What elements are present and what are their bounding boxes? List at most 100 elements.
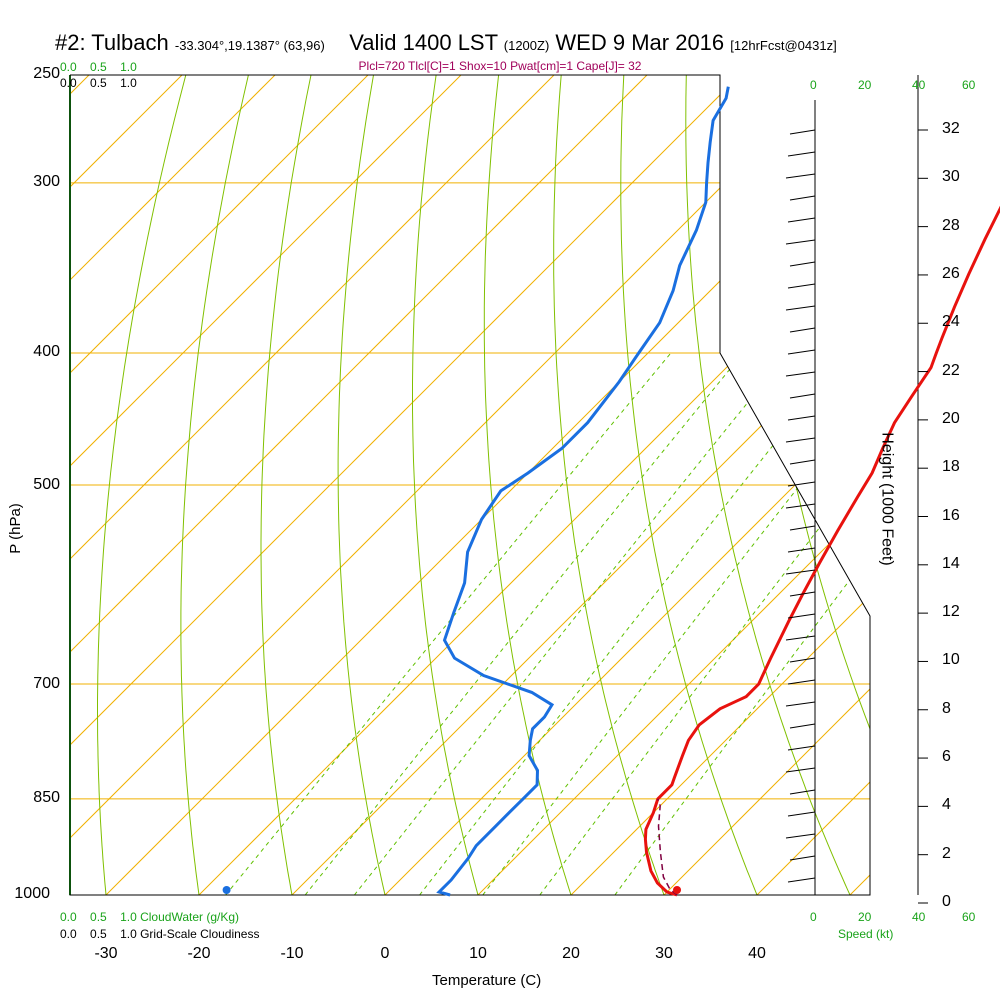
pressure-tick-400: 400 bbox=[33, 343, 60, 360]
wind-barb bbox=[787, 151, 816, 157]
dry-adiabat bbox=[685, 75, 864, 895]
wind-barb bbox=[785, 503, 816, 509]
pressure-tick-250: 250 bbox=[33, 65, 60, 82]
height-tick-label: 26 bbox=[942, 264, 960, 282]
wind-barb bbox=[789, 591, 816, 597]
y-axis-label: P (hPa) bbox=[6, 503, 24, 554]
speed-tick-top-20: 20 bbox=[858, 78, 872, 92]
isotherm-line bbox=[849, 75, 870, 895]
height-tick-label: 12 bbox=[942, 603, 960, 621]
cloudiness-label: Grid-Scale Cloudiness bbox=[140, 927, 260, 941]
isotherm-line bbox=[477, 75, 870, 895]
height-tick-label: 22 bbox=[942, 361, 960, 379]
dry-adiabat bbox=[337, 75, 393, 895]
mixing-ratio-line bbox=[419, 352, 847, 895]
speed-label: Speed (kt) bbox=[838, 927, 894, 941]
cloudiness-scale-top: 0.0 0.5 1.0 bbox=[60, 76, 137, 90]
wind-barb bbox=[789, 525, 816, 531]
wind-barb bbox=[789, 657, 816, 663]
wind-barb bbox=[787, 217, 816, 223]
wind-barb bbox=[787, 679, 816, 685]
x-tick-label: 40 bbox=[748, 945, 766, 962]
pressure-tick-300: 300 bbox=[33, 173, 60, 190]
isotherm-line bbox=[70, 75, 462, 895]
height-tick-label: 24 bbox=[942, 313, 960, 331]
dry-adiabat bbox=[180, 75, 255, 895]
speed-tick-bottom-0: 0 bbox=[810, 910, 817, 924]
wind-barb bbox=[789, 327, 816, 333]
wind-barb bbox=[787, 283, 816, 289]
wind-barb bbox=[789, 789, 816, 795]
dry-adiabat bbox=[748, 75, 870, 895]
cloudwater-label: CloudWater (g/Kg) bbox=[140, 910, 240, 924]
height-tick-label: 8 bbox=[942, 699, 951, 717]
wind-barb bbox=[789, 855, 816, 861]
height-tick-label: 30 bbox=[942, 168, 960, 186]
wind-barb bbox=[789, 129, 816, 135]
wind-barb bbox=[787, 877, 816, 883]
wind-barb bbox=[787, 481, 816, 487]
wind-barb bbox=[785, 305, 816, 311]
wind-barb bbox=[785, 437, 816, 443]
wind-barb bbox=[789, 195, 816, 201]
wind-barb bbox=[789, 723, 816, 729]
isotherm-line bbox=[70, 75, 276, 895]
plot-frame bbox=[69, 74, 871, 896]
speed-tick-bottom-40: 40 bbox=[912, 910, 926, 924]
cloudwater-scale-bottom: 0.0 0.5 1.0 CloudWater (g/Kg) bbox=[60, 910, 240, 924]
mixing-ratio-line bbox=[482, 352, 870, 895]
station-coords: -33.304°,19.1387° (63,96) bbox=[174, 38, 325, 53]
height-tick-label: 18 bbox=[942, 458, 960, 476]
dry-adiabat bbox=[996, 51, 1000, 924]
wind-barb bbox=[785, 173, 816, 179]
dry-adiabat bbox=[620, 75, 770, 895]
wind-barb bbox=[787, 349, 816, 355]
series-dewpoint bbox=[436, 86, 730, 897]
dry-adiabat bbox=[260, 75, 317, 895]
dry-adiabat bbox=[553, 75, 676, 895]
series-temperature bbox=[643, 205, 1000, 897]
speed-tick-top-0: 0 bbox=[810, 78, 817, 92]
wind-barb bbox=[787, 745, 816, 751]
x-tick-label: 10 bbox=[469, 945, 487, 962]
pressure-tick-500: 500 bbox=[33, 476, 60, 493]
x-tick-label: -10 bbox=[280, 945, 304, 962]
x-tick-label: -30 bbox=[94, 945, 118, 962]
height-tick-label: 28 bbox=[942, 216, 960, 234]
chart-title: #2: Tulbach -33.304°,19.1387° (63,96) Va… bbox=[55, 30, 837, 56]
wind-barb bbox=[787, 613, 816, 619]
dry-adiabat bbox=[412, 75, 487, 895]
wind-barb bbox=[785, 635, 816, 641]
isotherm-line bbox=[663, 75, 870, 895]
wind-barb bbox=[789, 261, 816, 267]
x-axis-label: Temperature (C) bbox=[432, 972, 542, 989]
dry-adiabat bbox=[483, 75, 581, 895]
forecast-info: [12hrFcst@0431z] bbox=[730, 38, 837, 53]
isotherm-line bbox=[70, 75, 369, 895]
height-tick-label: 14 bbox=[942, 554, 960, 572]
speed-tick-top-60: 60 bbox=[962, 78, 976, 92]
height-axis-label: Height (1000 Feet) bbox=[878, 432, 896, 566]
surface-temperature-dot bbox=[673, 886, 682, 894]
x-tick-label: 20 bbox=[562, 945, 580, 962]
wind-barb bbox=[787, 811, 816, 817]
cloudwater-scale-top: 0.0 0.5 1.0 bbox=[60, 60, 137, 74]
surface-dewpoint-dot bbox=[222, 886, 231, 894]
pressure-tick-850: 850 bbox=[33, 789, 60, 806]
wind-barb bbox=[789, 393, 816, 399]
valid-date: WED 9 Mar 2016 bbox=[555, 30, 725, 55]
height-tick-label: 4 bbox=[942, 796, 951, 814]
wind-barb bbox=[785, 239, 816, 245]
wind-barb bbox=[785, 569, 816, 575]
station-name: #2: Tulbach bbox=[55, 30, 169, 55]
valid-time: Valid 1400 LST bbox=[349, 30, 498, 55]
x-tick-label: -20 bbox=[187, 945, 211, 962]
sounding-params: Plcl=720 Tlcl[C]=1 Shox=10 Pwat[cm]=1 Ca… bbox=[358, 59, 642, 73]
wind-barb bbox=[785, 767, 816, 773]
mixing-ratio-line bbox=[354, 352, 789, 895]
isotherm-line bbox=[943, 75, 1000, 895]
wind-barb bbox=[785, 833, 816, 839]
wind-barb bbox=[785, 371, 816, 377]
wind-barb bbox=[787, 415, 816, 421]
